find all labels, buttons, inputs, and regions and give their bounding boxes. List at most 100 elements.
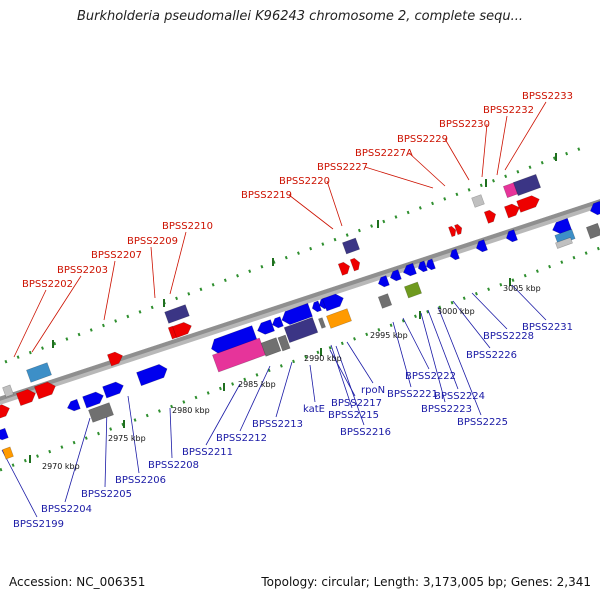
tracks-layer [0, 143, 600, 472]
gene-feature[interactable] [136, 362, 170, 387]
gene-feature[interactable] [403, 281, 423, 299]
gene-feature[interactable] [318, 317, 326, 329]
gene-feature[interactable] [0, 427, 9, 442]
gene-label-bottom[interactable]: BPSS2224 [434, 391, 485, 402]
leader-line [169, 407, 173, 459]
gene-label-bottom[interactable]: BPSS2222 [405, 371, 456, 382]
gene-feature[interactable] [26, 362, 52, 383]
gene-label-top[interactable]: BPSS2202 [22, 279, 73, 290]
leader-line [402, 317, 430, 370]
kbp-label: 3000 kbp [437, 307, 475, 316]
gene-label-top[interactable]: BPSS2229 [397, 134, 448, 145]
gene-feature[interactable] [377, 275, 390, 289]
gene-feature[interactable] [555, 237, 573, 249]
gene-feature[interactable] [449, 248, 460, 261]
leader-line [309, 364, 316, 403]
gene-feature[interactable] [164, 304, 190, 324]
gene-feature[interactable] [504, 229, 518, 244]
gene-feature[interactable] [277, 334, 291, 352]
gene-feature[interactable] [260, 337, 282, 357]
gene-label-bottom[interactable]: BPSS2199 [13, 519, 64, 530]
gene-feature[interactable] [483, 209, 498, 224]
gene-label-bottom[interactable]: BPSS2231 [522, 322, 573, 333]
gene-label-bottom[interactable]: BPSS2223 [421, 404, 472, 415]
gene-feature[interactable] [0, 403, 12, 420]
leader-line [392, 321, 412, 388]
gene-feature[interactable] [311, 300, 322, 313]
gene-label-bottom[interactable]: BPSS2213 [252, 419, 303, 430]
kbp-label: 2970 kbp [42, 462, 80, 471]
gene-feature[interactable] [321, 292, 345, 312]
gene-label-top[interactable]: BPSS2220 [279, 176, 330, 187]
gene-feature[interactable] [417, 260, 428, 273]
gene-label-bottom[interactable]: BPSS2216 [340, 427, 391, 438]
gene-feature[interactable] [448, 225, 457, 238]
gene-feature[interactable] [474, 239, 488, 254]
gene-label-bottom[interactable]: BPSS2217 [331, 398, 382, 409]
gene-feature[interactable] [2, 446, 14, 460]
gene-feature[interactable] [2, 384, 14, 398]
gene-feature[interactable] [283, 316, 319, 344]
gene-feature[interactable] [585, 222, 600, 240]
gene-feature[interactable] [15, 387, 37, 407]
gene-label-top[interactable]: BPSS2209 [127, 236, 178, 247]
chromosome-backbone [0, 199, 600, 401]
gene-feature[interactable] [88, 402, 114, 423]
gene-label-bottom[interactable]: BPSS2221 [387, 389, 438, 400]
gene-label-top[interactable]: BPSS2219 [241, 190, 292, 201]
gene-label-bottom[interactable]: BPSS2228 [483, 331, 534, 342]
leader-line [330, 344, 353, 409]
gene-label-bottom[interactable]: katE [303, 404, 325, 415]
gene-label-top[interactable]: BPSS2227A [355, 148, 413, 159]
gene-feature[interactable] [172, 320, 193, 339]
gene-feature[interactable] [271, 316, 284, 330]
gene-feature[interactable] [255, 319, 275, 337]
gene-feature[interactable] [377, 293, 393, 309]
gene-feature[interactable] [425, 258, 436, 271]
gene-feature[interactable] [588, 200, 600, 216]
gene-label-bottom[interactable]: BPSS2204 [41, 504, 92, 515]
leader-line [427, 309, 459, 390]
gene-feature[interactable] [66, 398, 81, 413]
gene-feature[interactable] [33, 380, 57, 400]
gene-label-bottom[interactable]: BPSS2206 [115, 475, 166, 486]
gene-feature[interactable] [401, 262, 417, 277]
gene-label-top[interactable]: BPSS2233 [522, 91, 573, 102]
gene-feature[interactable] [106, 350, 124, 367]
gene-label-bottom[interactable]: BPSS2225 [457, 417, 508, 428]
gene-label-bottom[interactable]: BPSS2205 [81, 489, 132, 500]
gene-feature[interactable] [454, 223, 463, 236]
gene-label-bottom[interactable]: rpoN [361, 385, 385, 396]
gene-feature[interactable] [554, 228, 576, 246]
gene-feature[interactable] [389, 269, 402, 283]
leader-line [104, 407, 108, 488]
gene-label-bottom[interactable]: BPSS2215 [328, 410, 379, 421]
gene-label-top[interactable]: BPSS2203 [57, 265, 108, 276]
genes-layer [0, 173, 600, 460]
label-leader-lines [1, 101, 547, 518]
gene-feature[interactable] [280, 302, 313, 326]
gene-label-top[interactable]: BPSS2230 [439, 119, 490, 130]
gene-feature[interactable] [471, 194, 485, 208]
gene-label-top[interactable]: BPSS2207 [91, 250, 142, 261]
gene-label-top[interactable]: BPSS2227 [317, 162, 368, 173]
gene-feature[interactable] [326, 308, 352, 329]
gene-label-bottom[interactable]: BPSS2226 [466, 350, 517, 361]
leader-line [127, 395, 140, 474]
gene-feature[interactable] [102, 380, 126, 399]
gene-feature[interactable] [349, 257, 362, 272]
gene-label-bottom[interactable]: BPSS2212 [216, 433, 267, 444]
gene-label-top[interactable]: BPSS2210 [162, 221, 213, 232]
gene-feature[interactable] [516, 194, 542, 213]
gene-label-top[interactable]: BPSS2232 [483, 105, 534, 116]
gene-label-bottom[interactable]: BPSS2208 [148, 460, 199, 471]
gene-feature[interactable] [503, 202, 521, 219]
gene-feature[interactable] [337, 261, 352, 276]
gene-feature[interactable] [341, 237, 361, 255]
gene-feature[interactable] [512, 173, 542, 197]
leader-line [471, 292, 508, 330]
gene-label-bottom[interactable]: BPSS2211 [182, 447, 233, 458]
leader-line [169, 231, 187, 295]
gene-feature[interactable] [82, 390, 106, 409]
